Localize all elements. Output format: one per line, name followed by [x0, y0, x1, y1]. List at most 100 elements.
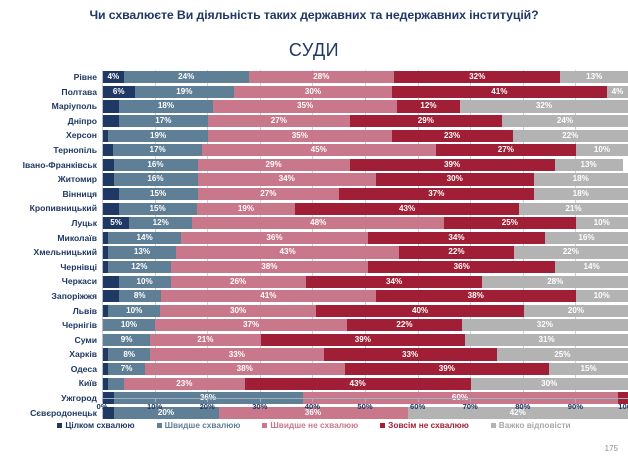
chart-legend: Цілком схвалюю Швидше схвалюю Швидше не сх…: [0, 420, 628, 430]
stacked-bar: 1% 12% 38% 36% 14%: [102, 260, 628, 274]
bar-segment: 33%: [150, 348, 324, 361]
row-label: Львів: [72, 305, 97, 316]
bar-segment: 12%: [397, 100, 460, 113]
bar-segment-label: 3%: [105, 190, 117, 198]
row-label: Миколаїв: [57, 232, 97, 243]
bar-segment: 31%: [465, 333, 628, 347]
chart-row: Київ 1%3% 23% 43% 30%: [0, 376, 628, 391]
bar-segment: 4%: [103, 71, 124, 84]
bar-segment-label: 12%: [420, 101, 437, 111]
bar-segment: 23%: [124, 377, 245, 390]
stacked-bar: 1% 13% 43% 22% 22%: [102, 246, 628, 259]
stacked-bar: 3% 17% 27% 29% 24%: [102, 114, 628, 128]
bar-segment-label: 27%: [260, 189, 277, 198]
bar-segment-label: 14%: [136, 232, 153, 242]
stacked-bar: 3% 18% 35% 12% 32%: [102, 100, 628, 113]
axis-tick-label: 40%: [304, 402, 320, 411]
bar-segment: 41%: [391, 85, 607, 98]
bar-segment: 6%: [103, 85, 135, 98]
bar-segment-label: 34%: [448, 232, 465, 242]
bar-segment: 2%: [103, 144, 114, 157]
bar-segment: 41%: [160, 290, 376, 303]
bar-segment-label: 29%: [417, 116, 434, 126]
bar-segment-label: 36%: [266, 232, 283, 242]
chart-plot-area: Рівне 4% 24% 28% 32% 13% Полтава 6% 19% 30% 41% 4% М…: [0, 70, 628, 420]
bar-segment: 18%: [533, 187, 628, 201]
bar-segment-label: 48%: [310, 218, 327, 228]
legend-item[interactable]: Цілком схвалюю: [57, 420, 135, 430]
bar-segment: 40%: [316, 304, 525, 317]
bar-segment-label: 18%: [572, 174, 589, 184]
axis-tick: [417, 399, 419, 402]
row-label: Полтава: [61, 86, 97, 97]
bar-segment: 1%: [103, 304, 109, 317]
bar-segment-label: 3%: [105, 278, 117, 286]
bar-segment-label: 13%: [586, 72, 603, 82]
stacked-bar: 1% 10% 30% 40% 20%: [102, 304, 628, 317]
bar-segment: 12%: [108, 260, 171, 274]
bar-segment-label: 23%: [444, 130, 461, 140]
bar-segment: 39%: [260, 333, 466, 347]
row-label: Херсон: [66, 130, 97, 141]
bar-segment-label: 15%: [580, 364, 597, 374]
bar-segment-label: 31%: [538, 334, 555, 344]
bar-segment: 45%: [201, 144, 436, 157]
row-label: Харків: [69, 349, 97, 360]
bar-segment: 8%: [118, 290, 161, 303]
bar-segment-label: 43%: [279, 247, 296, 257]
legend-label: Швидше схвалюю: [164, 420, 241, 430]
chart-row: Сєвєродонецьк 2% 20% 36% 42%: [0, 406, 628, 421]
bar-segment-label: 3%: [105, 102, 117, 110]
axis-tick: [575, 399, 577, 402]
bar-segment: 19%: [196, 202, 296, 215]
row-label: Київ: [78, 378, 97, 389]
bar-segment: 34%: [368, 231, 545, 244]
row-label: Маріуполь: [51, 101, 97, 112]
bar-segment-label: 19%: [237, 203, 255, 213]
axis-tick: [259, 399, 261, 402]
bar-segment: 2%: [103, 158, 114, 171]
chart-title: СУДИ: [288, 40, 340, 60]
bar-segment: 33%: [323, 348, 497, 361]
bar-segment: 2%: [103, 173, 114, 186]
bar-segment: 7%: [108, 363, 145, 376]
row-label: Ужгород: [61, 393, 97, 404]
axis-tick-label: 100%: [618, 402, 628, 411]
axis-tick-label: 10%: [146, 402, 163, 411]
legend-item[interactable]: Швидше не схвалюю: [262, 420, 358, 430]
bar-segment-label: 38%: [467, 291, 484, 301]
chart-row: Вінниця 3% 15% 27% 37% 18%: [0, 187, 628, 202]
bar-segment: 3%: [103, 114, 119, 128]
row-label: Чернівці: [60, 261, 97, 272]
bar-segment-label: 33%: [402, 349, 419, 359]
axis-tick: [470, 399, 472, 402]
bar-segment: 13%: [560, 71, 628, 84]
legend-item[interactable]: Швидше схвалюю: [156, 420, 241, 430]
bar-segment: 3%: [103, 275, 119, 288]
chart-row: Черкаси 3% 10% 26% 34% 28%: [0, 274, 628, 289]
stacked-bar: 3% 8% 41% 38% 10%: [102, 290, 628, 303]
bar-segment: 35%: [213, 100, 397, 113]
bar-segment-label: 43%: [349, 378, 366, 388]
bar-segment: 39%: [349, 158, 555, 171]
chart-row: Суми 9% 21% 39% 31%: [0, 333, 628, 348]
stacked-bar: 2% 20% 36% 42%: [102, 406, 628, 420]
bar-segment-label: 13%: [133, 247, 151, 257]
legend-item[interactable]: Зовсім не схвалюю: [380, 420, 469, 430]
legend-item[interactable]: Важко відповісти: [490, 420, 571, 430]
bar-segment: 27%: [197, 187, 340, 201]
stacked-bar: 1% 14% 36% 34% 16%: [102, 231, 628, 244]
bar-segment: 22%: [399, 246, 514, 259]
bar-segment: 32%: [460, 100, 628, 113]
chart-row: Львів 1% 10% 30% 40% 20%: [0, 304, 628, 319]
legend-swatch-icon: [57, 422, 63, 428]
bar-segment: 22%: [347, 319, 462, 332]
chart-row: Хмельницький 1% 13% 43% 22% 22%: [0, 245, 628, 260]
bar-segment-label: 16%: [147, 159, 164, 169]
stacked-bar: 3% 10% 26% 34% 28%: [102, 275, 628, 288]
bar-segment-label: 10%: [593, 218, 610, 228]
stacked-bar: 2% 16% 29% 39% 13%: [102, 158, 628, 171]
bar-segment: 32%: [394, 71, 561, 84]
x-axis: 0%10%20%30%40%50%60%70%80%90%100%: [97, 398, 628, 414]
bar-segment: 18%: [118, 100, 214, 113]
